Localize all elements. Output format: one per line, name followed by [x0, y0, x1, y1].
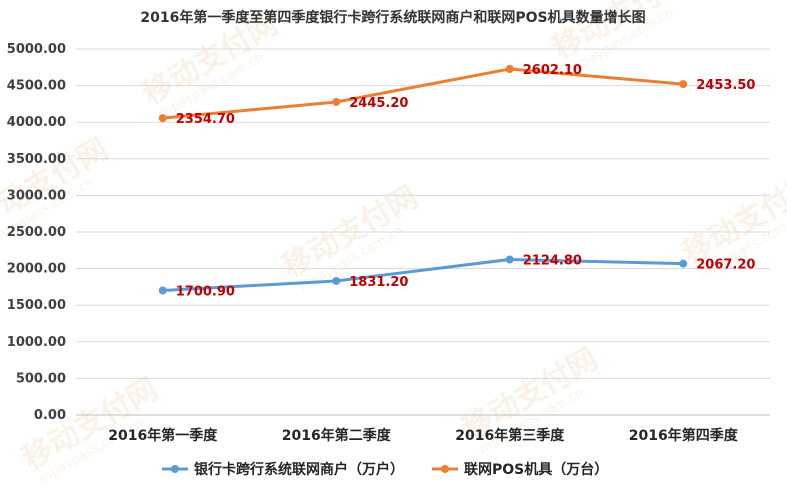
- legend-label: 联网POS机具（万台）: [464, 461, 608, 478]
- y-tick-label: 3000.00: [7, 188, 66, 203]
- legend: 银行卡跨行系统联网商户（万户） 联网POS机具（万台）: [162, 461, 608, 478]
- y-tick-label: 0.00: [34, 408, 66, 423]
- chart-title: 2016年第一季度至第四季度银行卡跨行系统联网商户和联网POS机具数量增长图: [140, 9, 645, 26]
- data-label: 2067.20: [696, 258, 755, 273]
- y-tick-label: 500.00: [16, 371, 66, 386]
- y-tick-label: 4500.00: [7, 79, 66, 94]
- data-point: [332, 98, 340, 106]
- x-tick-label: 2016年第四季度: [629, 427, 739, 444]
- x-tick-label: 2016年第三季度: [455, 427, 565, 444]
- y-tick-label: 3500.00: [7, 152, 66, 167]
- y-tick-label: 2500.00: [7, 225, 66, 240]
- y-tick-label: 5000.00: [7, 42, 66, 57]
- data-point: [159, 114, 167, 122]
- data-label: 2354.70: [176, 112, 235, 127]
- y-tick-label: 1500.00: [7, 298, 66, 313]
- data-label: 1700.90: [176, 284, 235, 299]
- legend-marker: [171, 465, 179, 473]
- x-tick-label: 2016年第一季度: [108, 427, 218, 444]
- x-tick-label: 2016年第二季度: [282, 427, 392, 444]
- data-label: 2602.10: [523, 63, 582, 78]
- legend-item: 银行卡跨行系统联网商户（万户）: [162, 461, 404, 478]
- data-label: 1831.20: [349, 275, 408, 290]
- data-point: [332, 277, 340, 285]
- data-label: 2453.50: [696, 78, 755, 93]
- data-point: [506, 255, 514, 263]
- data-point: [506, 65, 514, 73]
- y-tick-label: 1000.00: [7, 335, 66, 350]
- data-point: [679, 80, 687, 88]
- y-tick-label: 2000.00: [7, 262, 66, 277]
- y-tick-label: 4000.00: [7, 115, 66, 130]
- data-point: [679, 260, 687, 268]
- legend-marker: [441, 465, 449, 473]
- data-label: 2445.20: [349, 96, 408, 111]
- legend-label: 银行卡跨行系统联网商户（万户）: [194, 461, 404, 478]
- data-point: [159, 286, 167, 294]
- data-label: 2124.80: [523, 253, 582, 268]
